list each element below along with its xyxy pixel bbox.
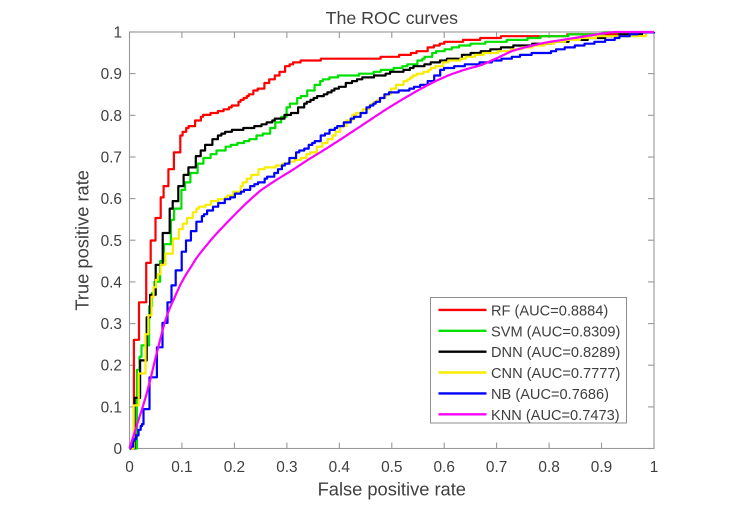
svg-text:1: 1: [113, 25, 122, 42]
svg-text:CNN (AUC=0.7777): CNN (AUC=0.7777): [491, 366, 620, 382]
svg-text:0: 0: [113, 441, 122, 458]
svg-text:The ROC curves: The ROC curves: [326, 8, 459, 28]
svg-text:0.7: 0.7: [101, 150, 122, 167]
svg-text:0.6: 0.6: [101, 191, 122, 208]
svg-text:SVM (AUC=0.8309): SVM (AUC=0.8309): [491, 324, 620, 340]
svg-text:0: 0: [125, 459, 134, 476]
svg-text:0.4: 0.4: [101, 274, 123, 291]
svg-text:0.3: 0.3: [276, 459, 297, 476]
svg-text:0.2: 0.2: [224, 459, 245, 476]
svg-text:0.6: 0.6: [433, 459, 454, 476]
svg-text:0.9: 0.9: [591, 459, 612, 476]
svg-text:NB (AUC=0.7686): NB (AUC=0.7686): [491, 387, 609, 403]
svg-text:RF (AUC=0.8884): RF (AUC=0.8884): [491, 303, 608, 319]
svg-text:1: 1: [650, 459, 659, 476]
svg-text:0.8: 0.8: [538, 459, 559, 476]
svg-text:0.7: 0.7: [486, 459, 507, 476]
svg-text:DNN (AUC=0.8289): DNN (AUC=0.8289): [491, 345, 620, 361]
svg-text:0.1: 0.1: [171, 459, 192, 476]
svg-text:0.2: 0.2: [101, 358, 122, 375]
svg-text:0.1: 0.1: [101, 399, 122, 416]
svg-text:0.4: 0.4: [329, 459, 351, 476]
svg-text:KNN (AUC=0.7473): KNN (AUC=0.7473): [491, 408, 620, 424]
svg-text:True positive rate: True positive rate: [71, 170, 92, 311]
svg-text:0.5: 0.5: [381, 459, 402, 476]
svg-text:0.9: 0.9: [101, 66, 122, 83]
svg-text:False positive rate: False positive rate: [318, 478, 466, 499]
svg-text:0.3: 0.3: [101, 316, 122, 333]
svg-text:0.5: 0.5: [101, 233, 122, 250]
svg-text:0.8: 0.8: [101, 108, 122, 125]
